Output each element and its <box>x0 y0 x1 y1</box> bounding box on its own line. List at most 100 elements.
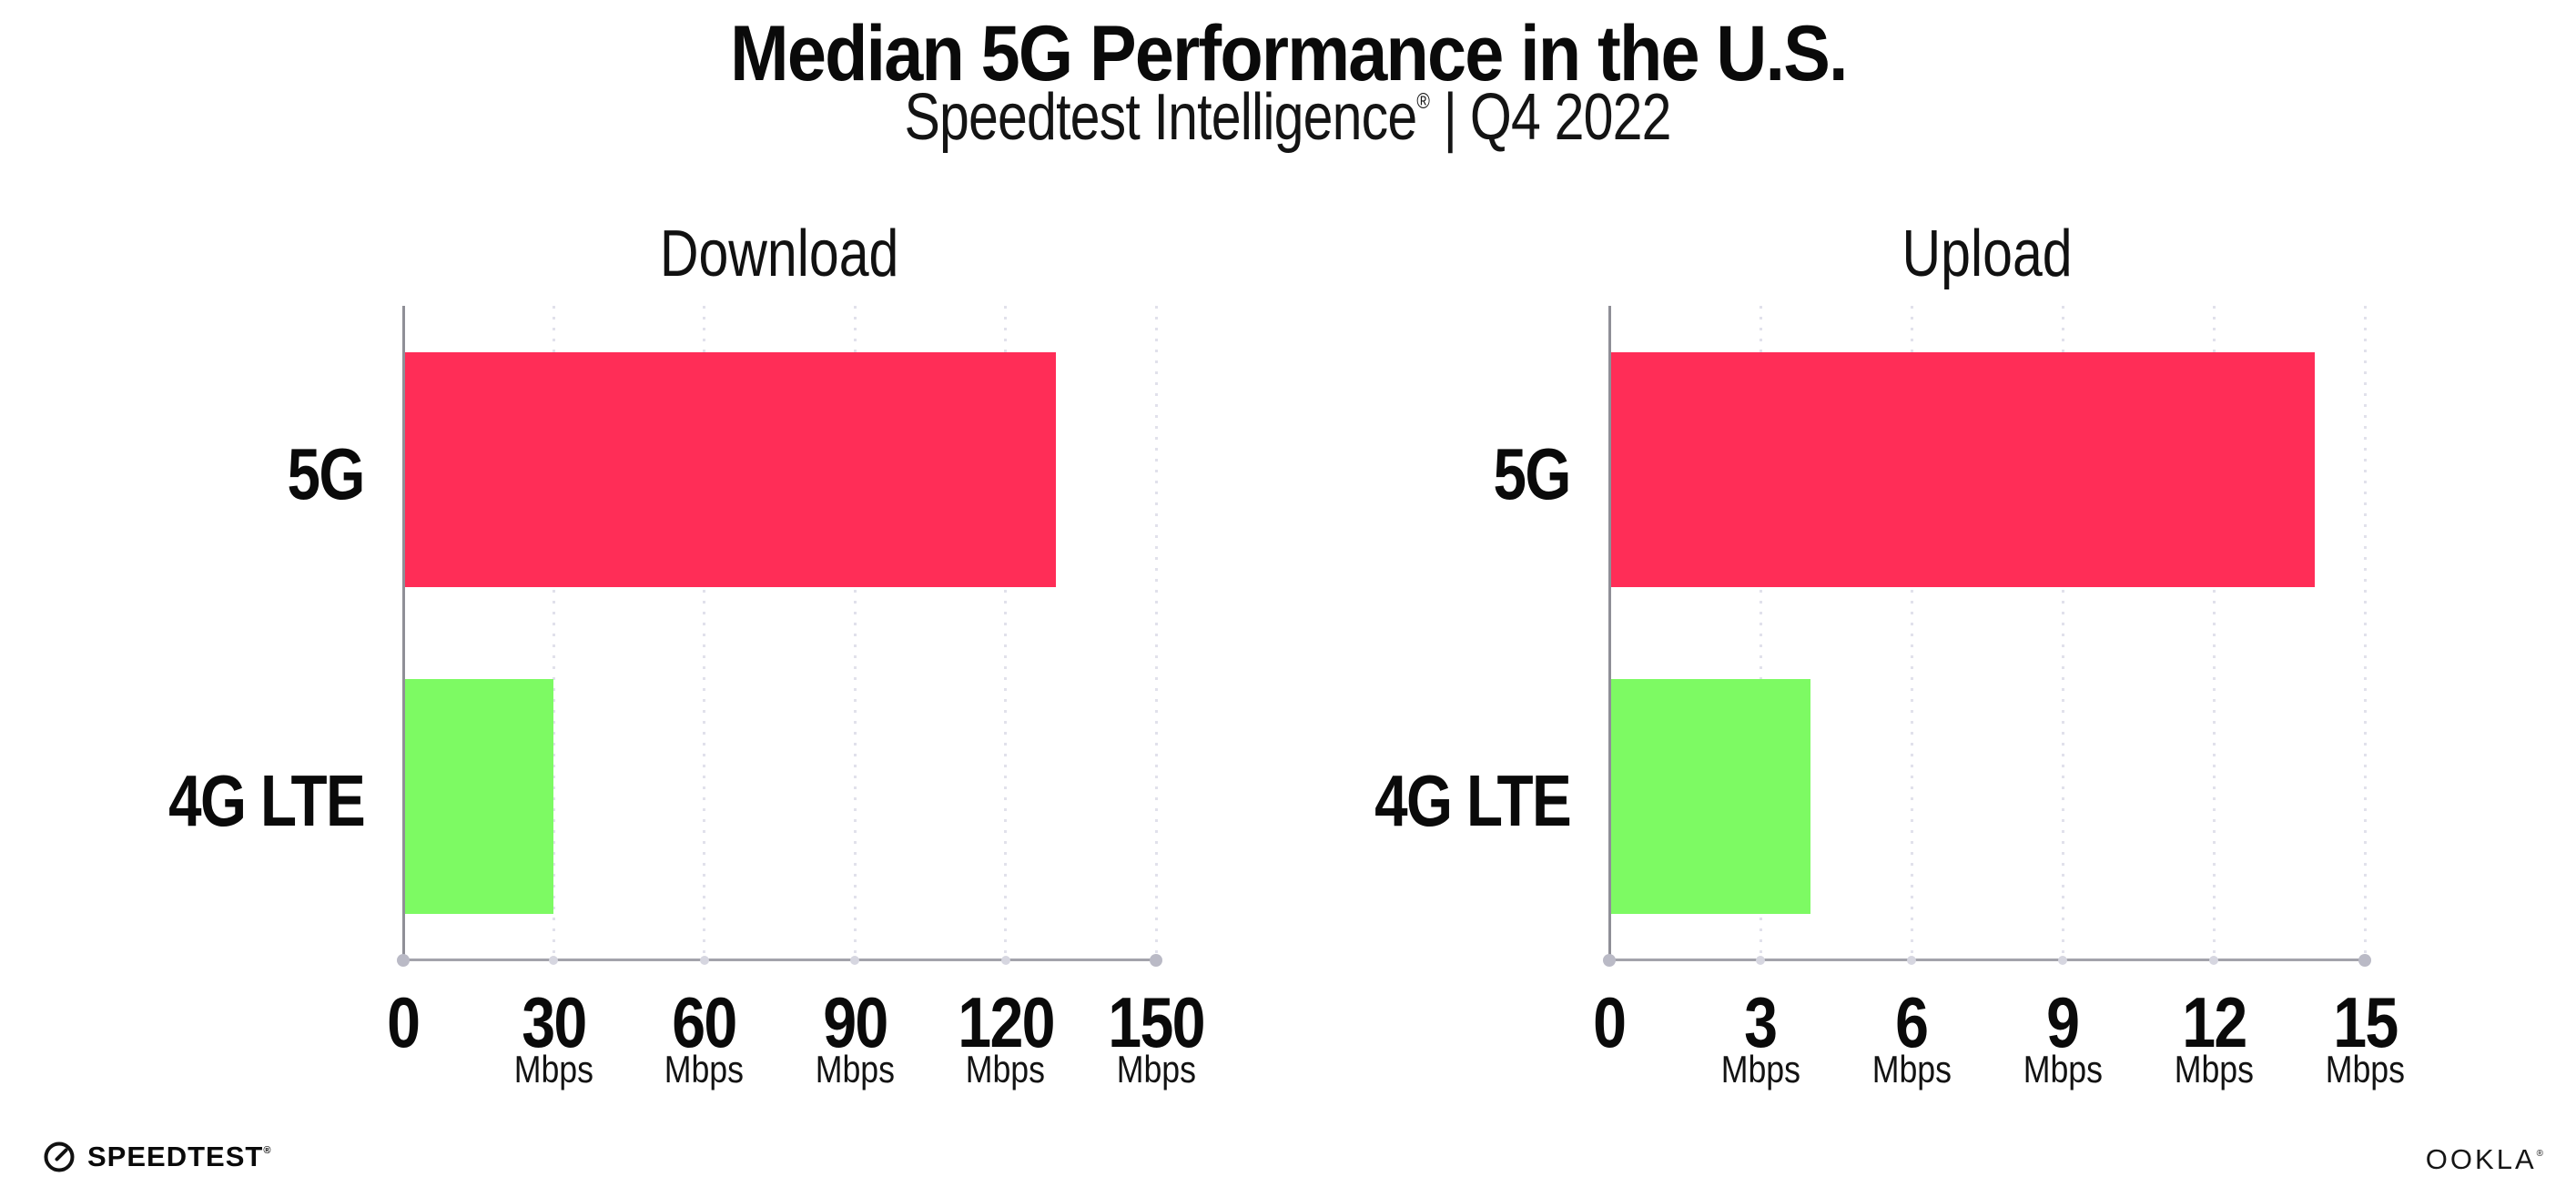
subtitle-period: Q4 2022 <box>1470 81 1672 154</box>
gridline-6 <box>1910 306 1913 959</box>
x-tick-unit-text: Mbps <box>965 1048 1046 1090</box>
x-axis-line <box>401 959 1158 961</box>
x-tick-unit-text: Mbps <box>513 1048 594 1090</box>
gridline-30 <box>552 306 555 959</box>
x-tick-unit-15: Mbps <box>2228 1050 2501 1089</box>
axis-tick-dot-9 <box>2058 955 2067 965</box>
row-label-text: 4G LTE <box>1374 760 1572 841</box>
upload-chart-title: Upload <box>1668 221 2306 287</box>
page-title: Median 5G Performance in the U.S. <box>0 10 2576 97</box>
x-tick-unit-3: Mbps <box>1624 1050 1897 1089</box>
x-tick-label-text: 9 <box>2046 982 2080 1062</box>
gridline-120 <box>1004 306 1008 959</box>
speedtest-gauge-icon <box>44 1141 75 1172</box>
chart-title-text: Download <box>660 218 899 290</box>
x-tick-unit-150: Mbps <box>1019 1050 1293 1089</box>
ookla-registered-icon: ® <box>2536 1149 2543 1159</box>
x-tick-label-text: 0 <box>387 982 421 1062</box>
x-tick-label-9: 9 <box>1926 987 2199 1058</box>
row-label-text: 5G <box>1493 433 1572 514</box>
x-tick-unit-30: Mbps <box>417 1050 690 1089</box>
row-label-4g-lte: 4G LTE <box>1332 760 1572 842</box>
x-tick-unit-text: Mbps <box>1116 1048 1196 1090</box>
axis-tick-dot-15 <box>2358 953 2371 967</box>
bar-4g-lte <box>1609 679 1811 914</box>
subtitle-separator: | <box>1444 81 1457 154</box>
gridline-150 <box>1154 306 1158 959</box>
bar-4g-lte <box>403 679 554 914</box>
x-tick-label-0: 0 <box>1473 987 1746 1058</box>
x-tick-label-text: 0 <box>1593 982 1627 1062</box>
y-axis-line <box>401 306 405 961</box>
y-axis-line <box>1607 306 1611 961</box>
axis-tick-dot-150 <box>1150 953 1162 967</box>
x-tick-label-text: 30 <box>522 982 587 1062</box>
x-tick-label-150: 150 <box>1019 987 1293 1058</box>
x-tick-unit-60: Mbps <box>568 1050 841 1089</box>
registered-trademark-icon: ® <box>1416 89 1431 114</box>
speedtest-registered-icon: ® <box>263 1145 271 1156</box>
x-tick-label-0: 0 <box>267 987 540 1058</box>
x-tick-label-text: 3 <box>1744 982 1778 1062</box>
gridline-60 <box>703 306 706 959</box>
axis-tick-dot-0 <box>397 953 410 967</box>
axis-tick-dot-120 <box>1000 955 1010 965</box>
gridline-12 <box>2212 306 2216 959</box>
download-chart-title: Download <box>461 221 1099 287</box>
x-tick-unit-90: Mbps <box>718 1050 991 1089</box>
x-tick-label-3: 3 <box>1624 987 1897 1058</box>
gridline-90 <box>853 306 857 959</box>
x-tick-label-90: 90 <box>718 987 991 1058</box>
bar-5g <box>1609 352 2315 587</box>
axis-tick-dot-0 <box>1603 953 1616 967</box>
row-label-text: 4G LTE <box>168 760 366 841</box>
gridline-9 <box>2061 306 2064 959</box>
x-tick-unit-text: Mbps <box>815 1048 895 1090</box>
subtitle-brand: Speedtest Intelligence <box>904 81 1418 154</box>
page-subtitle-text: Speedtest Intelligence® | Q4 2022 <box>904 81 1672 154</box>
x-tick-unit-text: Mbps <box>2023 1048 2103 1090</box>
chart-title-text: Upload <box>1902 218 2073 290</box>
x-tick-unit-text: Mbps <box>664 1048 745 1090</box>
row-label-text: 5G <box>287 433 366 514</box>
page-title-text: Median 5G Performance in the U.S. <box>729 10 1848 97</box>
x-tick-label-text: 90 <box>823 982 888 1062</box>
axis-tick-dot-30 <box>549 955 559 965</box>
ookla-logo: OOKLA® <box>2426 1143 2543 1176</box>
x-tick-label-text: 15 <box>2332 982 2399 1062</box>
x-tick-label-text: 60 <box>672 982 738 1062</box>
axis-tick-dot-60 <box>699 955 709 965</box>
axis-tick-dot-12 <box>2209 955 2218 965</box>
x-tick-label-15: 15 <box>2228 987 2501 1058</box>
x-tick-label-120: 120 <box>869 987 1142 1058</box>
x-tick-unit-6: Mbps <box>1775 1050 2048 1089</box>
x-tick-label-text: 6 <box>1895 982 1929 1062</box>
x-tick-unit-text: Mbps <box>2325 1048 2405 1090</box>
row-label-5g: 5G <box>270 433 366 515</box>
speedtest-wordmark: SPEEDTEST® <box>87 1141 270 1173</box>
x-tick-label-60: 60 <box>568 987 841 1058</box>
x-tick-label-30: 30 <box>417 987 690 1058</box>
gridline-15 <box>2363 306 2367 959</box>
x-tick-label-text: 12 <box>2181 982 2247 1062</box>
x-tick-unit-12: Mbps <box>2077 1050 2350 1089</box>
x-tick-label-6: 6 <box>1775 987 2048 1058</box>
row-label-4g-lte: 4G LTE <box>126 760 366 842</box>
axis-tick-dot-3 <box>1756 955 1765 965</box>
x-tick-label-text: 150 <box>1108 982 1205 1062</box>
page-subtitle: Speedtest Intelligence® | Q4 2022 <box>0 81 2576 154</box>
gridline-3 <box>1759 306 1762 959</box>
x-tick-unit-text: Mbps <box>1720 1048 1800 1090</box>
axis-tick-dot-90 <box>850 955 860 965</box>
row-label-5g: 5G <box>1476 433 1572 515</box>
bar-5g <box>403 352 1056 587</box>
speedtest-label: SPEEDTEST <box>87 1141 264 1172</box>
x-tick-unit-120: Mbps <box>869 1050 1142 1089</box>
x-tick-label-text: 120 <box>957 982 1055 1062</box>
x-tick-unit-9: Mbps <box>1926 1050 2199 1089</box>
x-axis-line <box>1607 959 2367 961</box>
ookla-label: OOKLA <box>2425 1143 2537 1175</box>
speedtest-logo: SPEEDTEST® <box>42 1140 270 1174</box>
